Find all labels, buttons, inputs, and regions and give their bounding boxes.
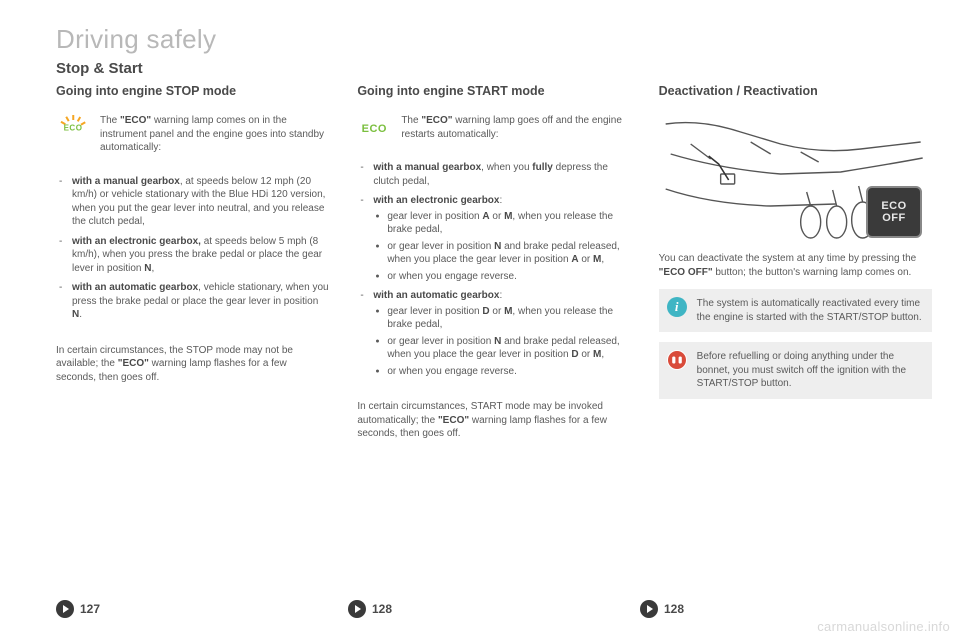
stop-conditions-list: with a manual gearbox, at speeds below 1… <box>56 175 329 322</box>
column-heading: Deactivation / Reactivation <box>659 83 932 100</box>
dashboard-illustration: ECO OFF <box>659 114 932 242</box>
warning-icon <box>667 350 687 370</box>
list-item: with an electronic gearbox: gear lever i… <box>357 194 630 283</box>
column-heading: Going into engine START mode <box>357 83 630 100</box>
intro-text: The "ECO" warning lamp comes on in the i… <box>100 114 329 155</box>
list-item: or when you engage reverse. <box>373 365 630 379</box>
start-conditions-list: with a manual gearbox, when you fully de… <box>357 161 630 378</box>
intro-row: ECO The "ECO" warning lamp goes off and … <box>357 114 630 151</box>
info-note: The system is automatically reactivated … <box>659 289 932 332</box>
list-item: with an electronic gearbox, at speeds be… <box>56 235 329 276</box>
column-deactivation: Deactivation / Reactivation <box>659 83 932 450</box>
list-item: with a manual gearbox, when you fully de… <box>357 161 630 188</box>
eco-off-label-line2: OFF <box>882 212 906 224</box>
start-footnote: In certain circumstances, START mode may… <box>357 400 630 441</box>
eco-off-button-illus: ECO OFF <box>866 186 922 238</box>
eco-off-icon: ECO <box>357 114 391 144</box>
play-icon <box>56 600 74 618</box>
list-item: gear lever in position A or M, when you … <box>373 210 630 237</box>
page-ref: 128 <box>640 600 932 618</box>
list-item: with an automatic gearbox: gear lever in… <box>357 289 630 378</box>
play-icon <box>348 600 366 618</box>
stop-footnote: In certain circumstances, the STOP mode … <box>56 344 329 385</box>
column-heading: Going into engine STOP mode <box>56 83 329 100</box>
play-icon <box>640 600 658 618</box>
info-icon <box>667 297 687 317</box>
page-number: 128 <box>664 601 684 617</box>
intro-text: The "ECO" warning lamp goes off and the … <box>401 114 630 141</box>
list-item: or gear lever in position N and brake pe… <box>373 240 630 267</box>
eco-on-icon: ECO <box>56 114 90 144</box>
column-stop-mode: Going into engine STOP mode ECO The "ECO… <box>56 83 329 450</box>
page-references: 127 128 128 <box>56 600 932 618</box>
sub-list: gear lever in position A or M, when you … <box>373 210 630 284</box>
list-item: with an automatic gearbox, vehicle stati… <box>56 281 329 322</box>
watermark: carmanualsonline.info <box>817 618 950 636</box>
list-item: or gear lever in position N and brake pe… <box>373 335 630 362</box>
list-item: with a manual gearbox, at speeds below 1… <box>56 175 329 229</box>
page-ref: 127 <box>56 600 348 618</box>
page-number: 127 <box>80 601 100 617</box>
list-item: gear lever in position D or M, when you … <box>373 305 630 332</box>
warning-note: Before refuelling or doing anything unde… <box>659 342 932 399</box>
deactivation-text: You can deactivate the system at any tim… <box>659 252 932 279</box>
page-number: 128 <box>372 601 392 617</box>
intro-row: ECO The "ECO" warning lamp comes on in t… <box>56 114 329 165</box>
column-start-mode: Going into engine START mode ECO The "EC… <box>357 83 630 450</box>
page-ref: 128 <box>348 600 640 618</box>
sub-list: gear lever in position D or M, when you … <box>373 305 630 379</box>
section-title: Stop & Start <box>56 59 932 79</box>
list-item: or when you engage reverse. <box>373 270 630 284</box>
warning-note-text: Before refuelling or doing anything unde… <box>697 351 906 389</box>
info-note-text: The system is automatically reactivated … <box>697 298 922 323</box>
eco-on-label: ECO <box>64 124 83 135</box>
content-columns: Going into engine STOP mode ECO The "ECO… <box>56 83 932 450</box>
eco-off-label-line1: ECO <box>881 200 906 212</box>
page-title: Driving safely <box>56 22 932 57</box>
